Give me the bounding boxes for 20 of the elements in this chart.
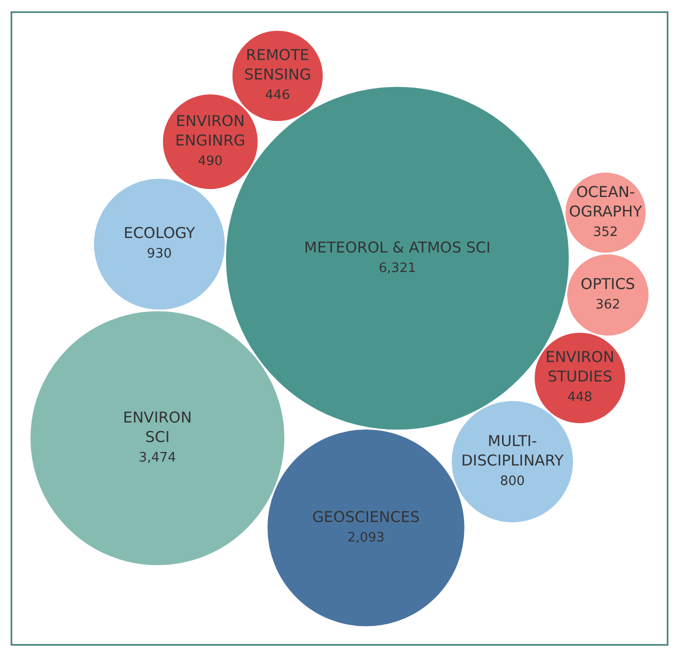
category-label: ENVIRON STUDIES [546,348,614,386]
category-label: ECOLOGY [124,224,196,242]
category-label: REMOTE SENSING [244,46,312,84]
data-label: 3,474 [138,450,176,466]
category-label: GEOSCIENCES [312,508,420,526]
category-label: METEOROL & ATMOS SCI [304,238,491,256]
data-label: 6,321 [378,260,416,276]
data-label: 446 [265,88,290,104]
data-label: 2,093 [347,530,385,546]
data-label: 490 [198,154,223,170]
category-label: OCEAN- OGRAPHY [569,182,643,220]
data-label: 800 [500,474,525,489]
category-label: ENVIRON SCI [123,408,192,446]
category-label: ENVIRON ENGINRG [175,112,246,150]
data-label: 930 [146,246,172,262]
data-label: 448 [568,390,592,406]
data-label: 352 [593,224,618,240]
category-label: MULTI- DISCIPLINARY [461,432,564,470]
data-label: 362 [595,298,620,312]
category-label: OPTICS [580,275,636,293]
